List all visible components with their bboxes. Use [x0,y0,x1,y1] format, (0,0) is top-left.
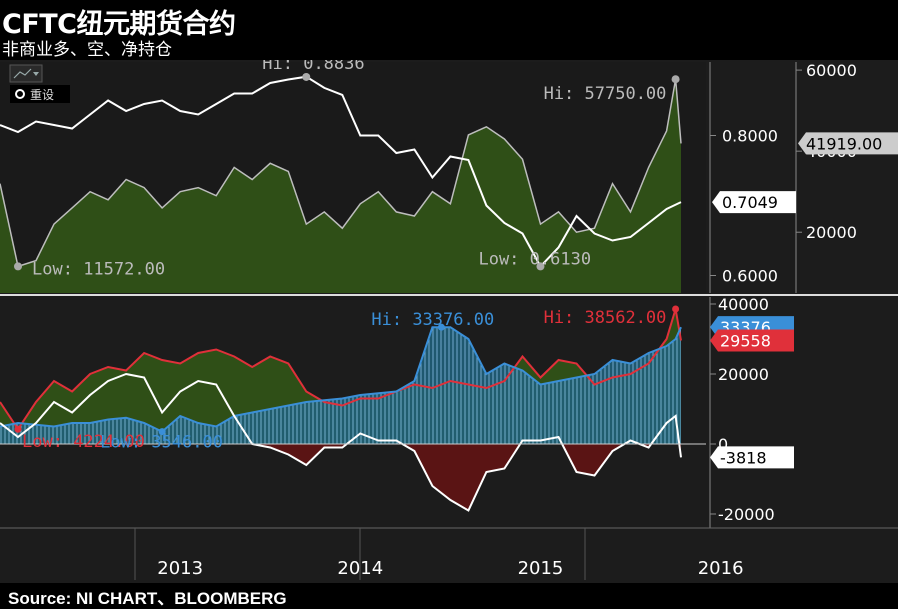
x-tick-label: 2016 [698,558,744,579]
upper-annotation-marker [14,262,22,270]
chart: 0.6000 0.8000 20000 40000 60000 Hi: 0.8836 Low… [0,60,898,583]
upper-annotation-label: Hi: 0.8836 [262,60,364,74]
upper-right-tick-label: 60000 [806,61,857,80]
lower-tick-label: 40000 [718,295,769,314]
x-tick-label: 2015 [518,558,564,579]
upper-annotation-label: Low: 11572.00 [32,259,165,279]
chart-footer: Source: NI CHART、BLOOMBERG [0,583,898,606]
upper-left-tick-label: 0.6000 [722,267,778,286]
source-label: Source: NI CHART、BLOOMBERG [8,584,287,609]
reset-label: 重设 [30,88,54,102]
upper-annotation-label: Hi: 57750.00 [544,84,667,104]
upper-right-tick-label: 20000 [806,223,857,242]
lower-annotation-marker [15,426,22,433]
lower-tick-label: 20000 [718,365,769,384]
lower-annotation-marker [672,306,679,313]
upper-annotation-label: Low: 0.6130 [478,249,591,269]
chart-header: CFTC纽元期货合约 非商业多、空、净持仓 [0,0,898,60]
x-tick-label: 2013 [157,558,203,579]
upper-last-price-label: 0.7049 [722,193,778,212]
upper-left-tick-label: 0.8000 [722,127,778,146]
upper-last-position-label: 41919.00 [806,134,882,153]
lower-last-value-label: 29558 [720,332,771,351]
chart-subtitle: 非商业多、空、净持仓 [2,35,172,60]
upper-annotation-marker [672,75,680,83]
upper-annotation-marker [302,73,310,81]
lower-annotation-label: Low: 3546.00 [100,433,223,453]
lower-annotation-label: Hi: 38562.00 [544,308,667,328]
lower-last-value-label: -3818 [720,448,767,467]
x-tick-label: 2014 [337,558,383,579]
lower-annotation-label: Hi: 33376.00 [371,310,494,330]
lower-tick-label: -20000 [718,505,775,524]
